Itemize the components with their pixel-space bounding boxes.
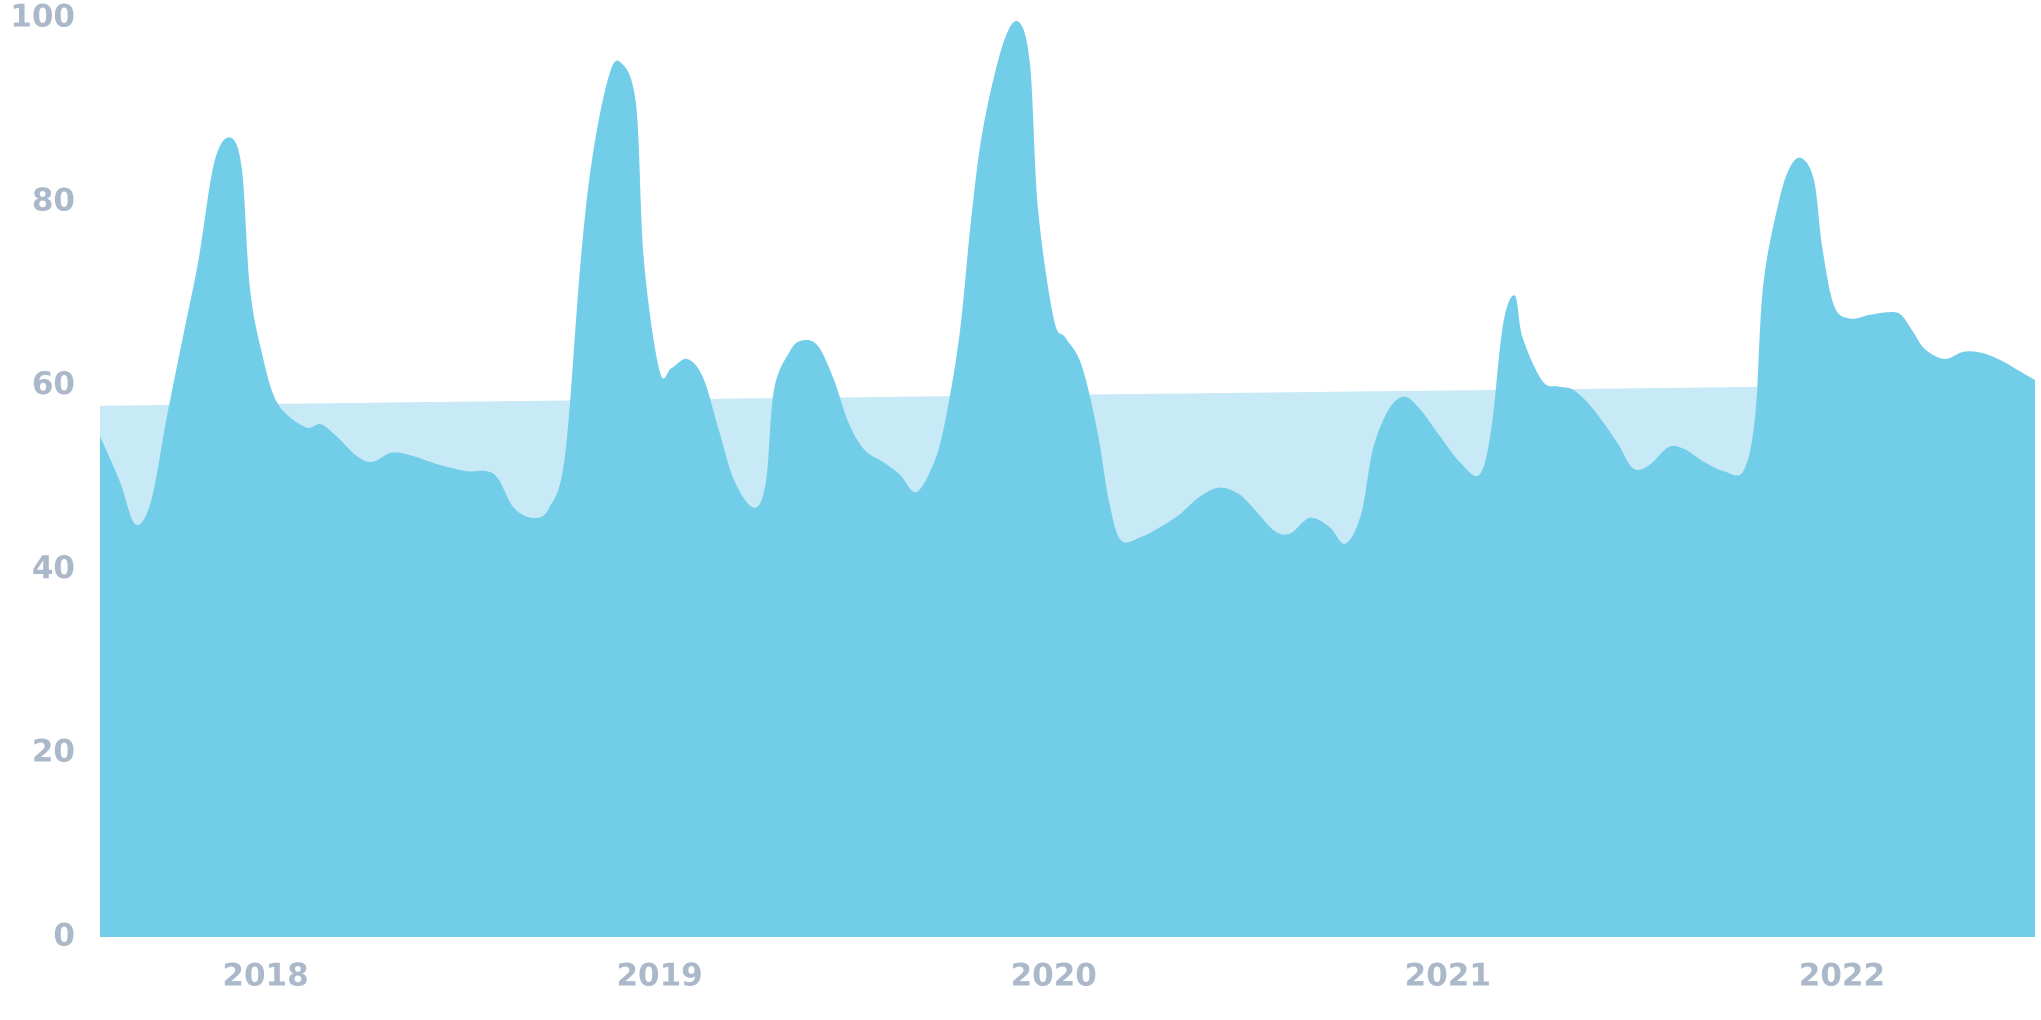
x-tick-label: 2021 [1405, 958, 1491, 994]
y-tick-label: 60 [32, 366, 75, 402]
y-tick-label: 80 [32, 182, 75, 218]
area [100, 21, 2035, 938]
x-tick-label: 2019 [616, 958, 702, 994]
x-tick-label: 2022 [1799, 958, 1885, 994]
x-tick-label: 2020 [1011, 958, 1097, 994]
x-tick-label: 2018 [222, 958, 308, 994]
y-tick-label: 40 [32, 550, 75, 586]
y-tick-label: 0 [53, 918, 75, 954]
y-tick-label: 100 [10, 0, 75, 35]
y-tick-label: 20 [32, 734, 75, 770]
